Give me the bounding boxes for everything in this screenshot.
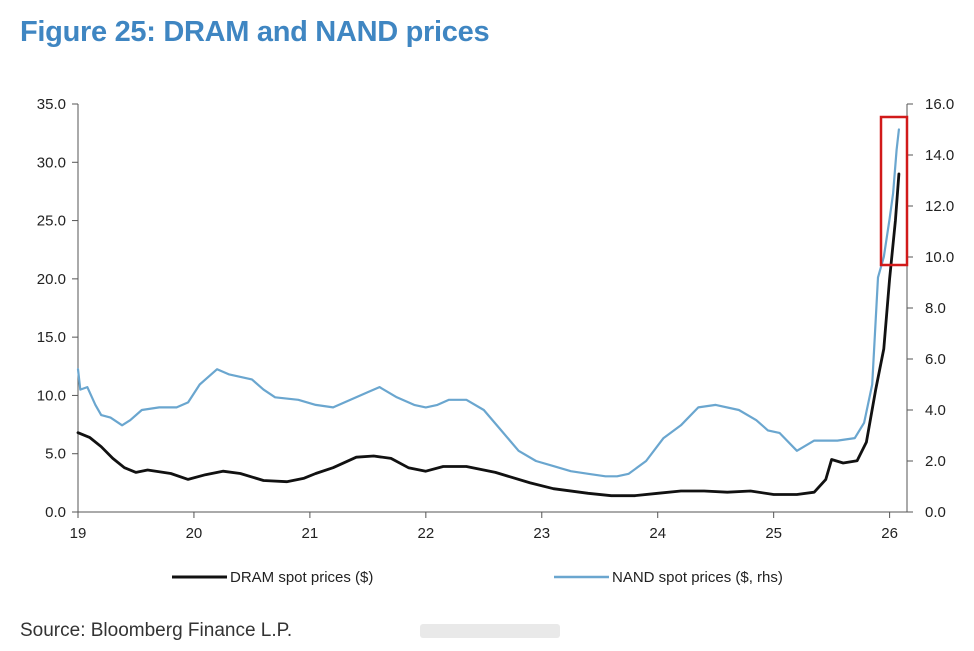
left-tick-label: 35.0 bbox=[37, 96, 66, 113]
nand-series-line bbox=[76, 128, 900, 478]
series-layer bbox=[76, 128, 901, 498]
dram-series-line bbox=[76, 172, 901, 498]
left-tick-label: 20.0 bbox=[37, 271, 66, 288]
right-tick-label: 8.0 bbox=[925, 300, 946, 317]
watermark-smudge bbox=[420, 624, 560, 638]
right-tick-label: 14.0 bbox=[925, 147, 954, 164]
chart-title: Figure 25: DRAM and NAND prices bbox=[20, 16, 490, 48]
left-tick-label: 30.0 bbox=[37, 154, 66, 171]
x-tick-label: 20 bbox=[186, 525, 203, 542]
source-note: Source: Bloomberg Finance L.P. bbox=[20, 620, 293, 641]
x-tick-label: 24 bbox=[649, 525, 666, 542]
right-tick-label: 12.0 bbox=[925, 198, 954, 215]
x-tick-label: 21 bbox=[302, 525, 319, 542]
left-tick-label: 25.0 bbox=[37, 213, 66, 230]
left-tick-label: 5.0 bbox=[45, 446, 66, 463]
right-tick-label: 10.0 bbox=[925, 249, 954, 266]
legend-label-dram: DRAM spot prices ($) bbox=[230, 569, 373, 586]
legend: DRAM spot prices ($) NAND spot prices ($,… bbox=[172, 569, 783, 586]
annotation-layer bbox=[879, 115, 909, 267]
right-tick-label: 6.0 bbox=[925, 351, 946, 368]
right-tick-label: 16.0 bbox=[925, 96, 954, 113]
x-tick-label: 23 bbox=[533, 525, 550, 542]
highlight-box bbox=[879, 115, 909, 267]
x-tick-label: 26 bbox=[881, 525, 898, 542]
left-tick-label: 10.0 bbox=[37, 387, 66, 404]
left-tick-label: 0.0 bbox=[45, 504, 66, 521]
legend-label-nand: NAND spot prices ($, rhs) bbox=[612, 569, 783, 586]
x-tick-label: 22 bbox=[417, 525, 434, 542]
x-tick-label: 19 bbox=[70, 525, 87, 542]
right-tick-label: 4.0 bbox=[925, 402, 946, 419]
right-tick-label: 2.0 bbox=[925, 453, 946, 470]
left-tick-label: 15.0 bbox=[37, 329, 66, 346]
axes: 0.0 5.0 10.0 15.0 20.0 25.0 30.0 35.0 0.0 2.0 4.0 6… bbox=[37, 96, 954, 542]
x-tick-label: 25 bbox=[765, 525, 782, 542]
right-tick-label: 0.0 bbox=[925, 504, 946, 521]
